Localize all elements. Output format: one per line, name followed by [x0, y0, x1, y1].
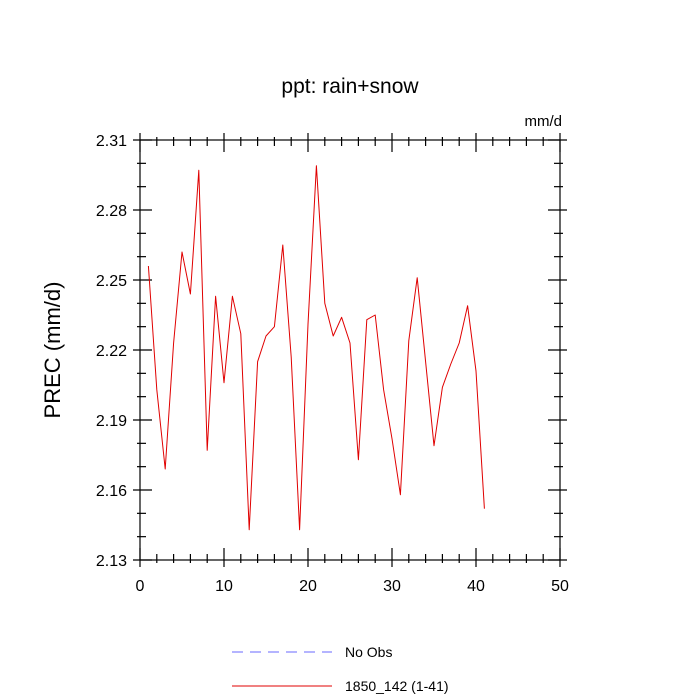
x-tick-label: 20 — [299, 578, 317, 595]
x-tick-label: 50 — [551, 578, 569, 595]
y-tick-label: 2.16 — [96, 483, 127, 500]
y-tick-label: 2.19 — [96, 413, 127, 430]
x-tick-label: 40 — [467, 578, 485, 595]
series-line — [147, 165, 485, 531]
units-label: mm/d — [525, 113, 563, 130]
axis-tick-labels: 0 10 20 30 40 50 2.13 2.16 2.19 2.22 2.25 2.28 2.31 — [96, 133, 569, 595]
y-tick-label: 2.13 — [96, 553, 127, 570]
axis-ticks — [133, 133, 567, 567]
legend-label: No Obs — [345, 644, 392, 660]
x-tick-label: 30 — [383, 578, 401, 595]
plot-frame — [139, 139, 561, 561]
y-tick-label: 2.31 — [96, 133, 127, 150]
legend-label: 1850_142 (1-41) — [345, 678, 449, 694]
y-axis-label: PREC (mm/d) — [40, 282, 65, 419]
x-tick-label: 0 — [136, 578, 145, 595]
legend: No Obs 1850_142 (1-41) — [232, 644, 449, 694]
y-tick-label: 2.25 — [96, 273, 127, 290]
data-series — [147, 165, 485, 531]
chart-title: ppt: rain+snow — [281, 75, 419, 98]
x-tick-label: 10 — [215, 578, 233, 595]
y-tick-label: 2.22 — [96, 343, 127, 360]
y-tick-label: 2.28 — [96, 203, 127, 220]
